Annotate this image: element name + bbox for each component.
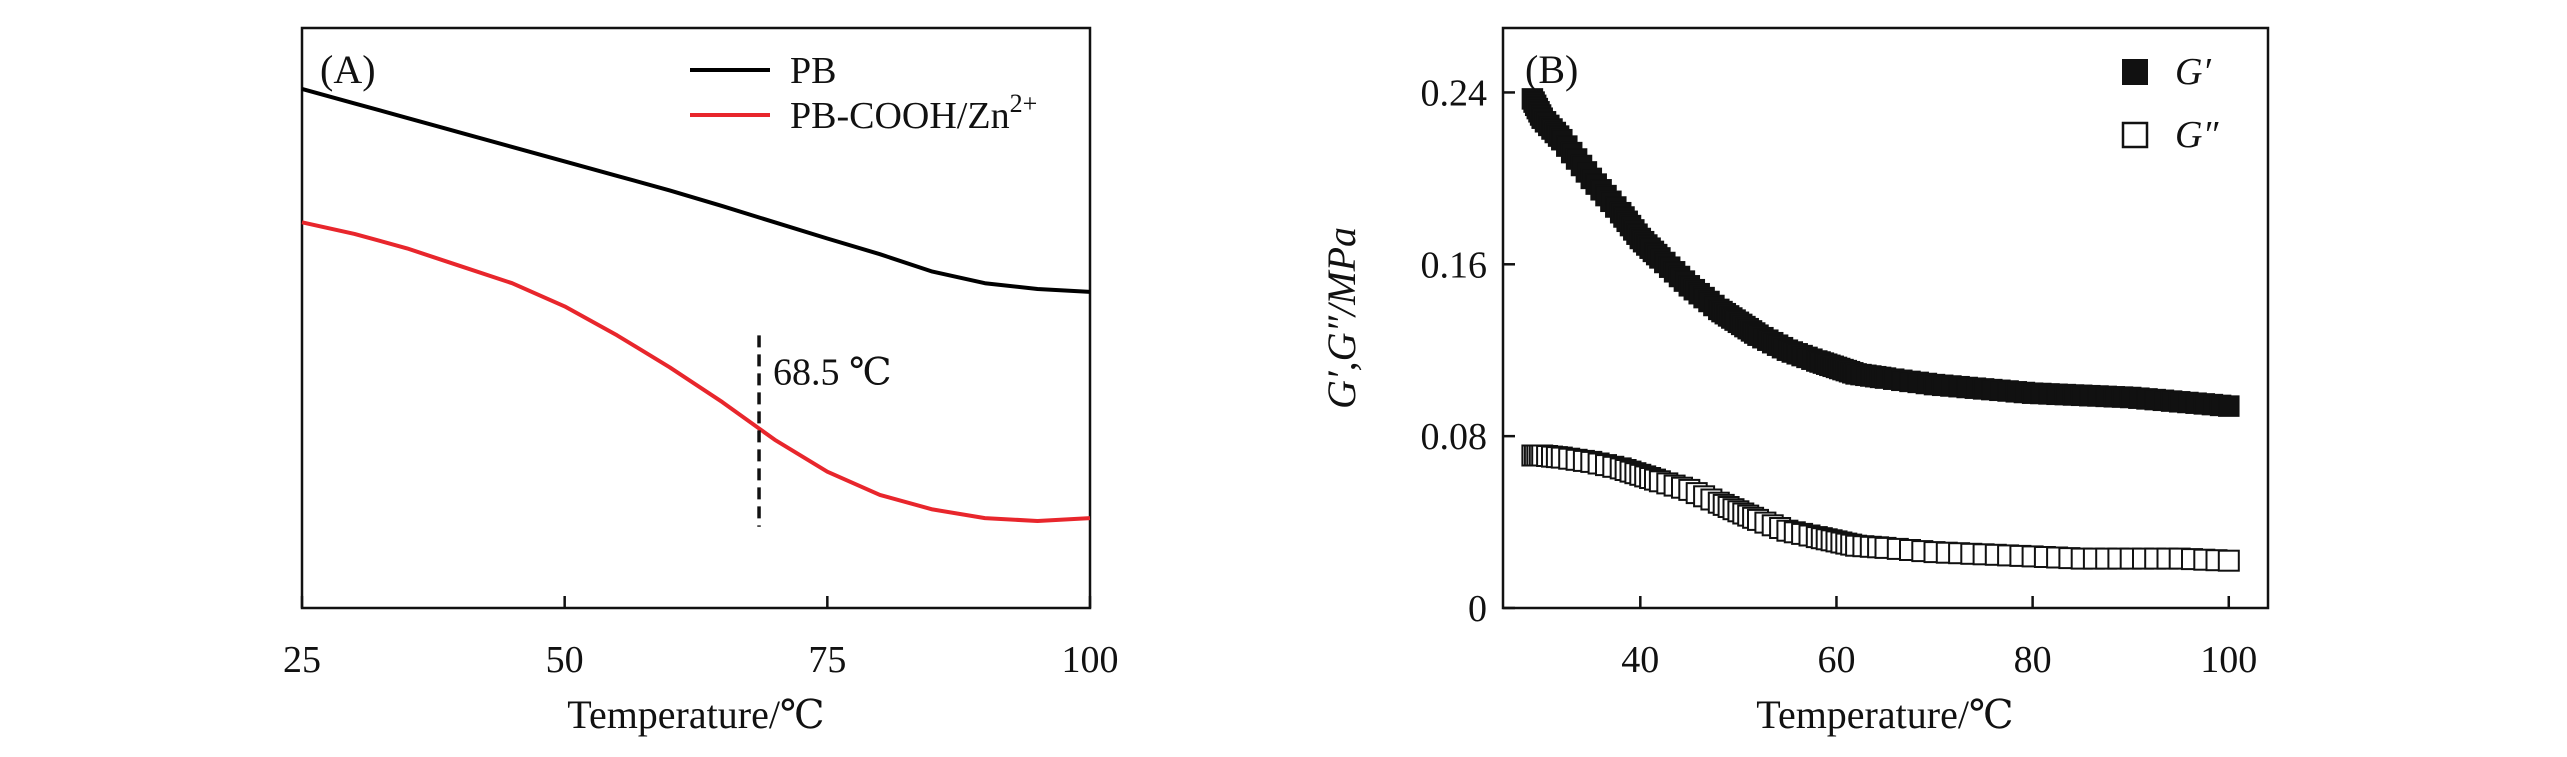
legend-label-superscript: 2+ <box>1010 89 1038 118</box>
panel-b-y-ticks: 0 0.08 0.16 0.24 <box>1421 72 1515 630</box>
x-tick-label: 60 <box>1817 639 1855 681</box>
panel-b-legend: G′ G″ <box>2121 51 2219 156</box>
x-tick-label: 80 <box>2014 639 2052 681</box>
panel-b-series-g-prime <box>1521 88 2240 417</box>
y-tick-label: 0.08 <box>1421 416 1488 458</box>
panel-b-label: (B) <box>1525 47 1578 92</box>
data-point-g-double-prime <box>2217 549 2240 572</box>
x-tick-label: 25 <box>283 639 321 681</box>
legend-marker-g-double-prime <box>2121 121 2149 149</box>
y-tick-label: 0.24 <box>1421 72 1488 114</box>
legend-label-pb: PB <box>790 50 836 92</box>
panel-a: 25 50 75 100 68.5 ℃ (A) PB PB-COOH/Zn2+ Tem… <box>283 26 1119 737</box>
panel-b: 40 60 80 100 0 0.08 0.16 0.24 (B) G′ G″ Temper… <box>1319 26 2270 737</box>
legend-label-g-double-prime: G″ <box>2175 114 2219 156</box>
x-tick-label: 50 <box>546 639 584 681</box>
transition-temperature-label: 68.5 ℃ <box>773 352 892 394</box>
panel-b-series-g-double-prime <box>1521 444 2240 572</box>
panel-b-x-ticks: 40 60 80 100 <box>1621 596 2257 681</box>
panel-a-series <box>301 86 1091 523</box>
panel-a-x-ticks: 25 50 75 100 <box>283 596 1119 681</box>
x-tick-label: 100 <box>1062 639 1119 681</box>
series-line-pb-cooh-zn <box>301 220 1091 523</box>
x-tick-label: 75 <box>808 639 846 681</box>
panel-a-label: (A) <box>320 47 376 92</box>
panel-a-annotation: 68.5 ℃ <box>757 335 892 527</box>
panel-a-x-axis-title: Temperature/℃ <box>567 692 824 737</box>
panel-a-legend: PB PB-COOH/Zn2+ <box>690 50 1037 137</box>
panel-b-y-axis-title: G′,G″/MPa <box>1319 227 1364 409</box>
series-line-pb <box>301 86 1091 294</box>
x-tick-label: 40 <box>1621 639 1659 681</box>
legend-label-g-prime: G′ <box>2175 51 2211 93</box>
y-tick-label: 0 <box>1468 588 1487 630</box>
legend-label-pb-cooh-zn: PB-COOH/Zn2+ <box>790 89 1037 137</box>
panel-b-x-axis-title: Temperature/℃ <box>1756 692 2013 737</box>
x-tick-label: 100 <box>2200 639 2257 681</box>
panel-b-frame <box>1501 26 2270 610</box>
legend-marker-g-prime <box>2122 59 2148 85</box>
y-tick-label: 0.16 <box>1421 244 1488 286</box>
panel-a-frame <box>300 26 1092 610</box>
legend-label-base: PB-COOH/Zn <box>790 95 1010 137</box>
data-point-g-prime <box>2218 395 2240 417</box>
